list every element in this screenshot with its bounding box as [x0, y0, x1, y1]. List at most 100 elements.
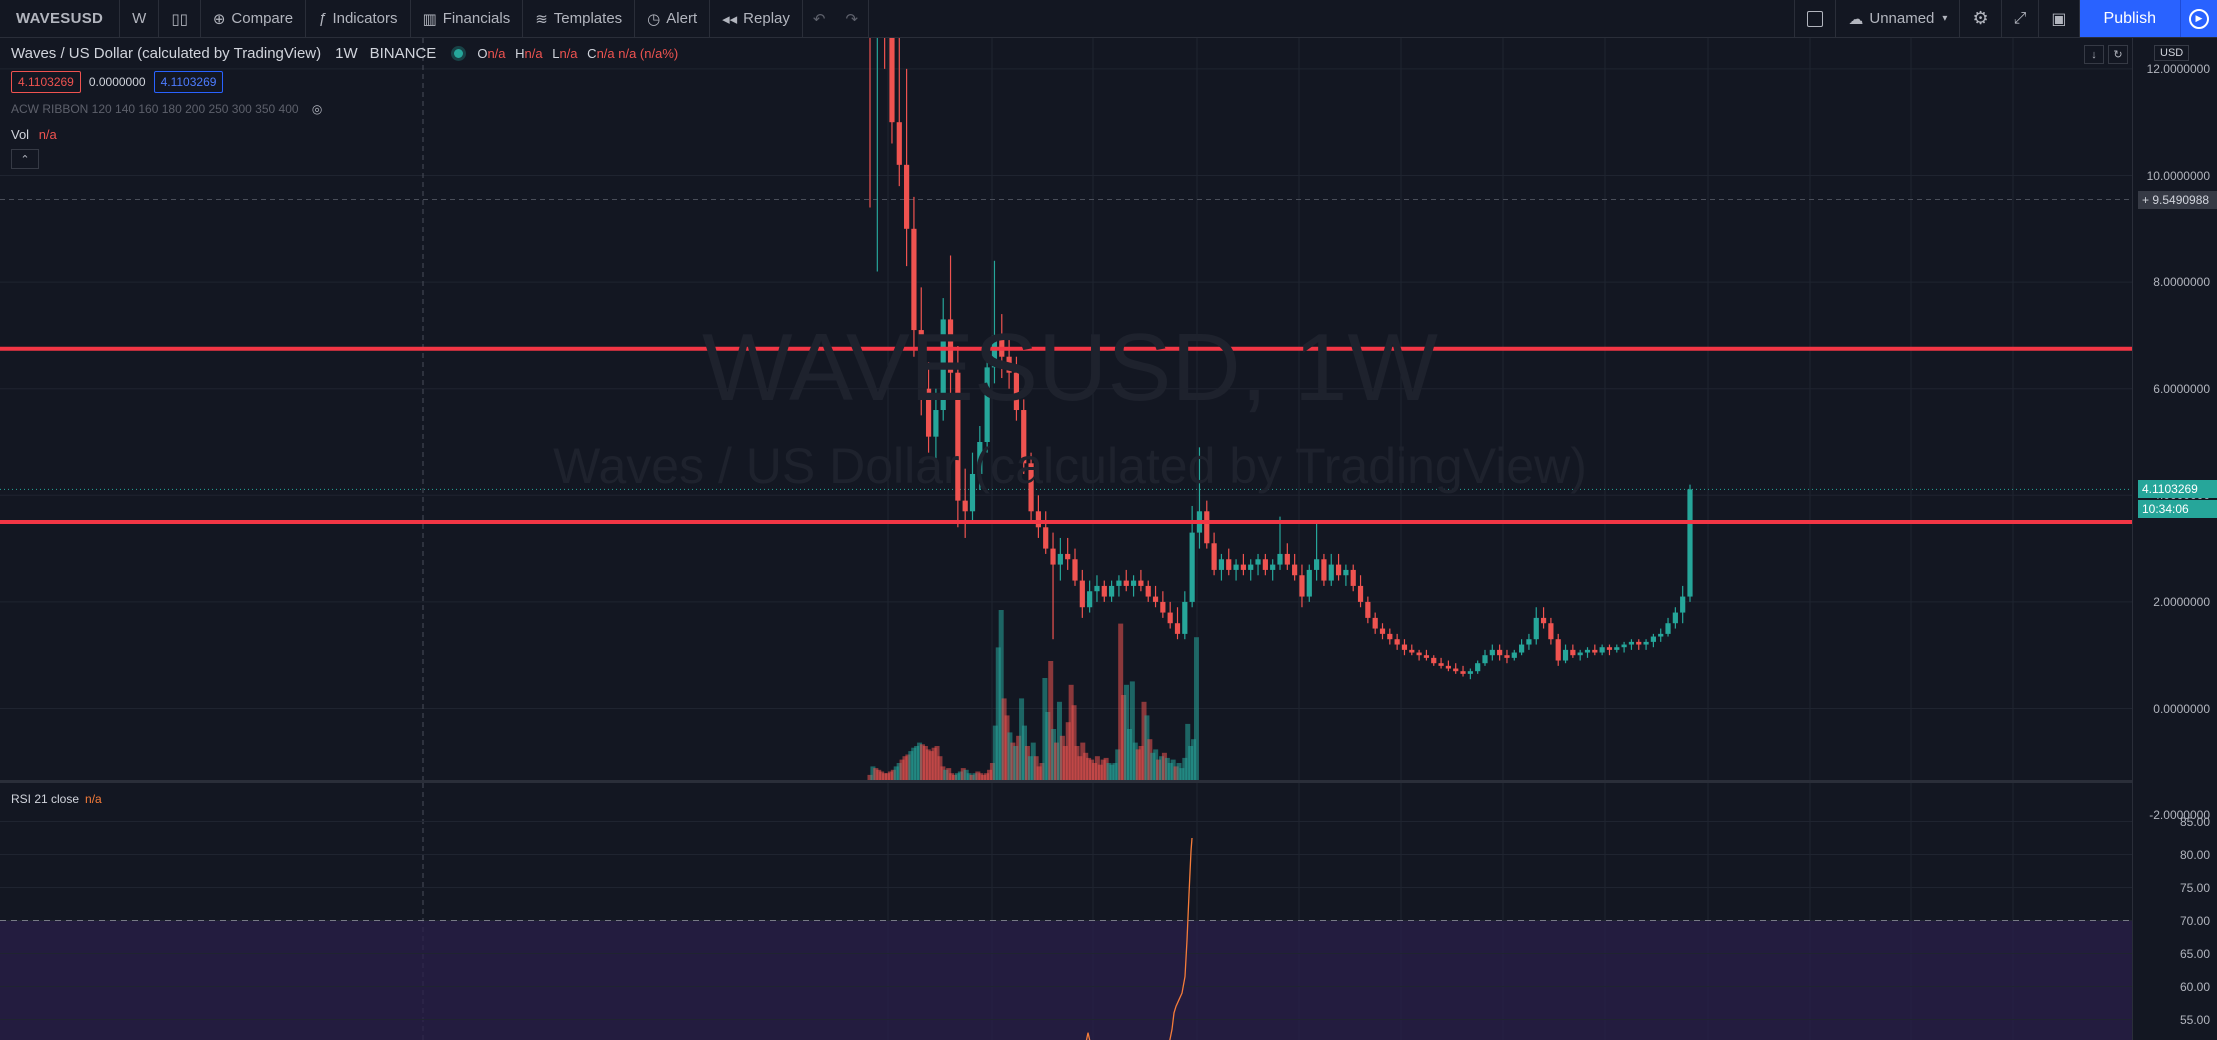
volume-bar [893, 766, 899, 780]
candle-body [1628, 641, 1635, 645]
volume-bar [1150, 752, 1156, 780]
price-axis[interactable]: 26.000000024.000000022.000000020.0000000… [2132, 38, 2217, 1040]
rsi-axis-label: 80.00 [2179, 847, 2210, 862]
live-stream-button[interactable]: ▶ [2180, 0, 2217, 37]
ohlc-values: On/a Hn/a Ln/a Cn/a n/a (n/a%) [477, 46, 679, 61]
collapse-legend-button[interactable]: ⌃ [11, 149, 39, 169]
eye-crossed-icon[interactable]: ◎ [311, 102, 323, 116]
publish-button[interactable]: Publish [2079, 0, 2180, 37]
candle-body [1101, 585, 1107, 597]
volume-bar [963, 769, 969, 780]
volume-bar [1188, 746, 1194, 780]
bid-ask-panel: 4.1103269 0.0000000 4.1103269 [11, 71, 224, 93]
rsi-legend[interactable]: RSI 21 close n/a [11, 792, 102, 806]
financials-button[interactable]: ▥ Financials [411, 0, 524, 37]
candle-body [1577, 652, 1583, 656]
layout-menu-button[interactable]: ☁ Unnamed ▾ [1836, 0, 1961, 37]
alert-button[interactable]: ◷ Alert [635, 0, 711, 37]
pane-separator[interactable] [0, 780, 2217, 783]
candle-body [1672, 612, 1678, 624]
replay-button[interactable]: ◂◂ Replay [710, 0, 803, 37]
volume-bar [922, 746, 928, 780]
candle-body [1218, 559, 1225, 570]
candle-body [925, 388, 932, 437]
candle-body [1160, 601, 1166, 613]
volume-bar [1010, 742, 1016, 780]
candles-icon: ▯▯ [171, 10, 188, 28]
volume-bar [1054, 742, 1060, 780]
currency-label[interactable]: USD [2154, 45, 2190, 61]
symbol-description[interactable]: Waves / US Dollar (calculated by Trading… [11, 45, 322, 62]
candle-body [1570, 649, 1576, 656]
volume-bar [887, 771, 893, 780]
volume-bar [1159, 756, 1164, 780]
volume-bar [969, 774, 975, 780]
snapshot-button[interactable]: ▣ [2039, 0, 2080, 37]
volume-bar [928, 751, 934, 780]
reset-chart-button[interactable]: ↻ [2108, 45, 2128, 64]
volume-bar [1112, 763, 1118, 780]
candle-body [1526, 639, 1532, 645]
rsi-axis-label: 70.00 [2179, 913, 2210, 928]
candle-body [1562, 649, 1569, 661]
volume-bar [1065, 722, 1071, 780]
candle-body [1614, 647, 1620, 650]
candle-body [904, 164, 910, 229]
bid-price-button[interactable]: 4.1103269 [11, 71, 81, 93]
undo-button[interactable]: ↶ [803, 0, 836, 37]
volume-bar [1068, 684, 1074, 780]
volume-bar [876, 769, 882, 780]
bar-countdown-label: 10:34:06 [2138, 500, 2217, 519]
spread-value: 0.0000000 [88, 75, 146, 89]
price-chart-pane[interactable] [0, 38, 2132, 780]
volume-bar [1036, 766, 1042, 780]
interval-button[interactable]: W [120, 0, 160, 37]
volume-bar [1129, 681, 1135, 780]
bar-chart-icon: ▥ [422, 10, 437, 28]
candle-body [1204, 511, 1210, 544]
candle-body [918, 330, 924, 389]
candle-body [1306, 569, 1312, 597]
candle-body [1240, 564, 1246, 570]
candle-body [1599, 647, 1605, 653]
fullscreen-button[interactable]: ⤢ [2002, 0, 2040, 37]
volume-bar [1056, 701, 1062, 780]
settings-button[interactable]: ⚙ [1960, 0, 2002, 37]
volume-bar [998, 610, 1004, 780]
candle-body [1013, 372, 1020, 411]
candle-body [1314, 559, 1320, 570]
fullscreen-mode-button[interactable] [1794, 0, 1837, 37]
volume-bar [1007, 732, 1013, 780]
volume-bar [1103, 757, 1109, 780]
templates-button[interactable]: ≋ Templates [523, 0, 636, 37]
square-icon [1807, 10, 1824, 27]
volume-bar [966, 773, 972, 780]
candle-body [1636, 641, 1642, 645]
candle-body [1182, 601, 1188, 634]
chart-type-button[interactable]: ▯▯ [159, 0, 201, 37]
volume-bar [919, 744, 925, 780]
volume-bar [1097, 764, 1103, 780]
ask-price-button[interactable]: 4.1103269 [153, 71, 224, 93]
candle-body [1072, 559, 1078, 581]
symbol-search-button[interactable]: WAVESUSD [0, 0, 121, 37]
candle-body [1174, 623, 1181, 634]
scroll-to-realtime-button[interactable]: ↓ [2084, 45, 2104, 64]
volume-bar [1147, 739, 1153, 780]
rsi-pane[interactable] [0, 783, 2132, 1040]
rewind-icon: ◂◂ [722, 10, 738, 28]
redo-button[interactable]: ↷ [835, 0, 870, 37]
refresh-icon: ↻ [2113, 49, 2123, 61]
volume-legend[interactable]: Vol n/a [11, 127, 57, 142]
candle-body [1401, 644, 1408, 650]
candle-body [1416, 652, 1422, 656]
chevron-up-icon: ⌃ [20, 153, 30, 166]
ribbon-indicator-legend[interactable]: ACW RIBBON 120 140 160 180 200 250 300 3… [11, 102, 323, 116]
volume-bar [975, 771, 981, 780]
compare-button[interactable]: ⊕ Compare [201, 0, 307, 37]
volume-bar [946, 768, 952, 780]
volume-bar [1042, 678, 1048, 780]
candle-body [1372, 617, 1378, 629]
candle-body [1050, 548, 1056, 565]
indicators-button[interactable]: ƒ Indicators [306, 0, 411, 37]
